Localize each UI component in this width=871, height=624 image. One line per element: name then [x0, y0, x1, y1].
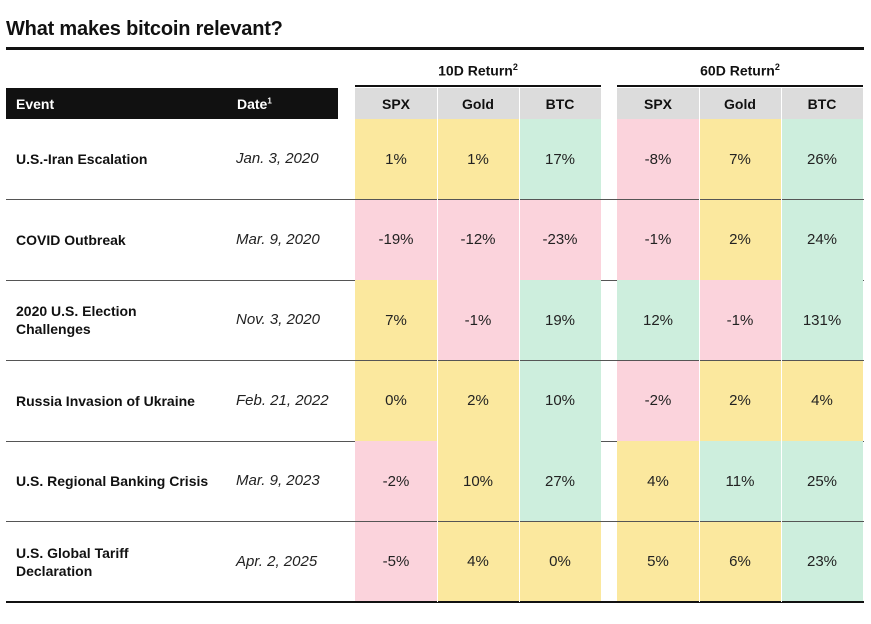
event-label-line: Declaration — [16, 562, 93, 579]
column-divider — [437, 88, 438, 602]
column-header-gold-60d: Gold — [699, 88, 781, 119]
event-column-header: Event — [16, 96, 55, 112]
title-rule — [6, 47, 864, 50]
table-cell: -1% — [699, 280, 781, 361]
table-cell: 5% — [617, 521, 699, 602]
table-cell: 26% — [781, 119, 863, 200]
event-date: Feb. 21, 2022 — [236, 391, 329, 409]
table-cell: 17% — [519, 119, 601, 200]
event-label: 2020 U.S. Election Challenges — [16, 302, 231, 338]
page-title: What makes bitcoin relevant? — [6, 18, 283, 40]
table-cell: 4% — [437, 521, 519, 602]
table-cell: -1% — [437, 280, 519, 361]
table-cell: 131% — [781, 280, 863, 361]
table-cell: -1% — [617, 199, 699, 280]
table-cell: 7% — [699, 119, 781, 200]
column-header-gold-10d: Gold — [437, 88, 519, 119]
column-header-spx-10d: SPX — [355, 88, 437, 119]
event-label: COVID Outbreak — [16, 231, 231, 249]
table-cell: 2% — [699, 360, 781, 441]
event-label: U.S.-Iran Escalation — [16, 150, 231, 168]
group-rule-60d — [617, 85, 863, 87]
table-cell: 24% — [781, 199, 863, 280]
event-date: Mar. 9, 2023 — [236, 472, 320, 490]
event-label-line: U.S. Global Tariff — [16, 544, 129, 561]
event-label-line: 2020 U.S. Election — [16, 303, 137, 320]
table-header-bar: Event Date1 — [6, 88, 338, 119]
table-cell: -8% — [617, 119, 699, 200]
table-cell: -19% — [355, 199, 437, 280]
table-cell: 4% — [781, 360, 863, 441]
group-rule-10d — [355, 85, 601, 87]
date-header-label: Date — [237, 96, 268, 112]
table-cell: 11% — [699, 441, 781, 522]
table-cell: 10% — [437, 441, 519, 522]
event-label-line: Challenges — [16, 321, 91, 338]
date-column-header: Date1 — [237, 96, 272, 112]
event-date: Jan. 3, 2020 — [236, 150, 319, 168]
row-divider — [6, 601, 864, 603]
table-cell: -2% — [355, 441, 437, 522]
table-cell: 10% — [519, 360, 601, 441]
column-header-btc-60d: BTC — [781, 88, 863, 119]
column-header-spx-60d: SPX — [617, 88, 699, 119]
column-divider — [699, 88, 700, 602]
event-date: Apr. 2, 2025 — [236, 552, 318, 570]
table-cell: 1% — [437, 119, 519, 200]
table-cell: -5% — [355, 521, 437, 602]
column-divider — [781, 88, 782, 602]
event-label-line: U.S.-Iran Escalation — [16, 151, 148, 168]
table-cell: 4% — [617, 441, 699, 522]
table-cell: 0% — [519, 521, 601, 602]
date-header-footnote: 1 — [267, 96, 272, 106]
event-date: Nov. 3, 2020 — [236, 311, 320, 329]
event-label: U.S. Global Tariff Declaration — [16, 544, 231, 580]
column-divider — [519, 88, 520, 602]
event-date: Mar. 9, 2020 — [236, 230, 320, 248]
table-cell: 19% — [519, 280, 601, 361]
event-label-line: Russia Invasion of Ukraine — [16, 392, 195, 409]
table-cell: 7% — [355, 280, 437, 361]
group-footnote-10d: 2 — [512, 62, 518, 72]
table-cell: -23% — [519, 199, 601, 280]
group-header-60d: 60D Return2 — [617, 62, 863, 79]
group-label-60d: 60D Return — [700, 62, 775, 79]
table-cell: -12% — [437, 199, 519, 280]
event-label-line: COVID Outbreak — [16, 231, 126, 248]
table-cell: 27% — [519, 441, 601, 522]
table-cell: 25% — [781, 441, 863, 522]
event-label-line: U.S. Regional Banking Crisis — [16, 473, 209, 490]
table-cell: 2% — [699, 199, 781, 280]
table-cell: 0% — [355, 360, 437, 441]
group-footnote-60d: 2 — [774, 62, 780, 72]
group-header-10d: 10D Return2 — [355, 62, 601, 79]
table-cell: -2% — [617, 360, 699, 441]
table-cell: 6% — [699, 521, 781, 602]
table-cell: 12% — [617, 280, 699, 361]
table-cell: 1% — [355, 119, 437, 200]
table-cell: 23% — [781, 521, 863, 602]
event-label: Russia Invasion of Ukraine — [16, 392, 231, 410]
column-header-btc-10d: BTC — [519, 88, 601, 119]
event-label: U.S. Regional Banking Crisis — [16, 472, 231, 490]
table-cell: 2% — [437, 360, 519, 441]
group-label-10d: 10D Return — [438, 62, 513, 79]
